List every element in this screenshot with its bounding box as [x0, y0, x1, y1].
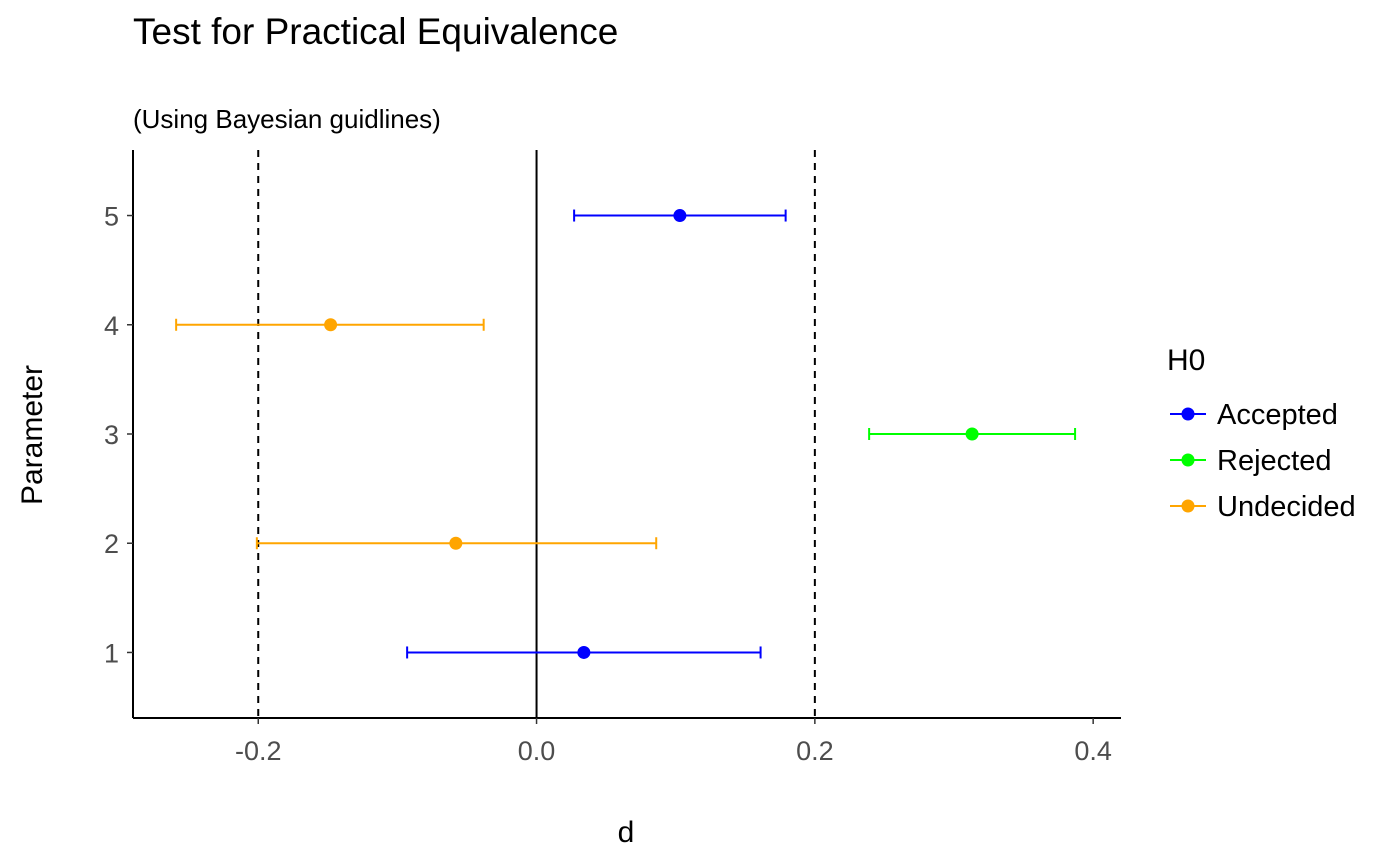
- legend-key-point: [1181, 453, 1195, 467]
- y-axis-title: Parameter: [16, 365, 49, 505]
- x-tick-label: -0.2: [235, 736, 282, 766]
- legend-item-rejected: Rejected: [1170, 445, 1331, 477]
- legend-key-point: [1181, 407, 1195, 421]
- parameter-4-interval: [175, 318, 485, 332]
- x-tick-label: 0.4: [1074, 736, 1112, 766]
- legend-item-undecided: Undecided: [1170, 491, 1356, 523]
- y-tick-label: 2: [104, 529, 119, 559]
- x-tick-label: 0.0: [518, 736, 556, 766]
- estimate-point: [324, 318, 338, 332]
- parameter-3-interval: [868, 427, 1077, 441]
- estimate-point: [449, 536, 463, 550]
- legend: H0 Accepted Rejected Undecided: [1167, 344, 1356, 523]
- x-axis-ticks: -0.2 0.0 0.2 0.4: [235, 718, 1112, 766]
- legend-label: Accepted: [1217, 399, 1338, 431]
- chart-title: Test for Practical Equivalence: [133, 11, 618, 52]
- y-tick-label: 4: [104, 311, 119, 341]
- legend-label: Undecided: [1217, 491, 1356, 523]
- x-tick-label: 0.2: [796, 736, 834, 766]
- parameter-1-interval: [406, 645, 762, 659]
- estimate-point: [965, 427, 979, 441]
- y-tick-label: 1: [104, 638, 119, 668]
- parameter-5-interval: [573, 209, 787, 223]
- reference-lines: [257, 150, 816, 718]
- chart-subtitle: (Using Bayesian guidlines): [133, 104, 441, 134]
- y-axis-ticks: 1 2 3 4 5: [104, 202, 133, 668]
- legend-title: H0: [1167, 344, 1205, 377]
- data-marks: [175, 209, 1077, 659]
- estimate-point: [577, 645, 591, 659]
- parameter-2-interval: [255, 536, 658, 550]
- x-axis-title: d: [618, 816, 635, 849]
- legend-key-point: [1181, 499, 1195, 513]
- y-tick-label: 3: [104, 420, 119, 450]
- legend-label: Rejected: [1217, 445, 1331, 477]
- legend-item-accepted: Accepted: [1170, 399, 1338, 431]
- y-tick-label: 5: [104, 202, 119, 232]
- estimate-point: [673, 209, 687, 223]
